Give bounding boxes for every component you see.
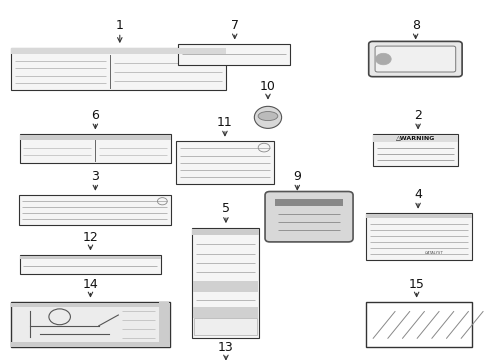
Bar <box>191 228 259 338</box>
FancyBboxPatch shape <box>368 41 461 77</box>
Text: 8: 8 <box>411 19 419 32</box>
Bar <box>11 303 169 307</box>
Bar <box>193 318 257 335</box>
Bar <box>178 44 289 65</box>
Text: 9: 9 <box>293 170 301 183</box>
Text: △WARNING: △WARNING <box>395 135 434 140</box>
Bar <box>372 135 457 142</box>
Text: 3: 3 <box>91 170 99 183</box>
Bar <box>365 302 471 347</box>
Text: 14: 14 <box>82 278 98 291</box>
Text: 4: 4 <box>413 188 421 201</box>
Text: 7: 7 <box>230 19 238 32</box>
Bar <box>365 214 471 218</box>
Text: 6: 6 <box>91 109 99 122</box>
FancyBboxPatch shape <box>374 46 455 72</box>
Bar <box>372 134 457 166</box>
Text: 10: 10 <box>260 80 275 93</box>
Bar <box>11 48 225 54</box>
FancyBboxPatch shape <box>264 192 352 242</box>
Bar <box>20 135 171 140</box>
Text: 15: 15 <box>408 278 424 291</box>
Circle shape <box>375 53 390 65</box>
Text: 13: 13 <box>218 341 233 354</box>
Text: 11: 11 <box>217 116 232 129</box>
Bar <box>191 229 259 235</box>
Bar <box>274 199 343 206</box>
Text: 5: 5 <box>222 202 229 215</box>
Bar <box>11 302 169 347</box>
Bar <box>192 280 258 292</box>
Text: CATALYST: CATALYST <box>424 251 442 255</box>
Bar <box>11 342 169 347</box>
Bar <box>20 255 161 274</box>
Ellipse shape <box>258 112 277 121</box>
Text: 1: 1 <box>116 19 123 32</box>
Bar <box>365 213 471 260</box>
Bar <box>11 48 225 90</box>
Ellipse shape <box>254 106 281 129</box>
Text: 2: 2 <box>413 109 421 122</box>
Bar <box>19 195 171 225</box>
Bar <box>20 134 171 163</box>
Bar <box>176 141 273 184</box>
Text: 12: 12 <box>82 231 98 244</box>
Bar <box>20 256 161 259</box>
Bar <box>159 302 168 347</box>
Bar <box>192 307 258 318</box>
